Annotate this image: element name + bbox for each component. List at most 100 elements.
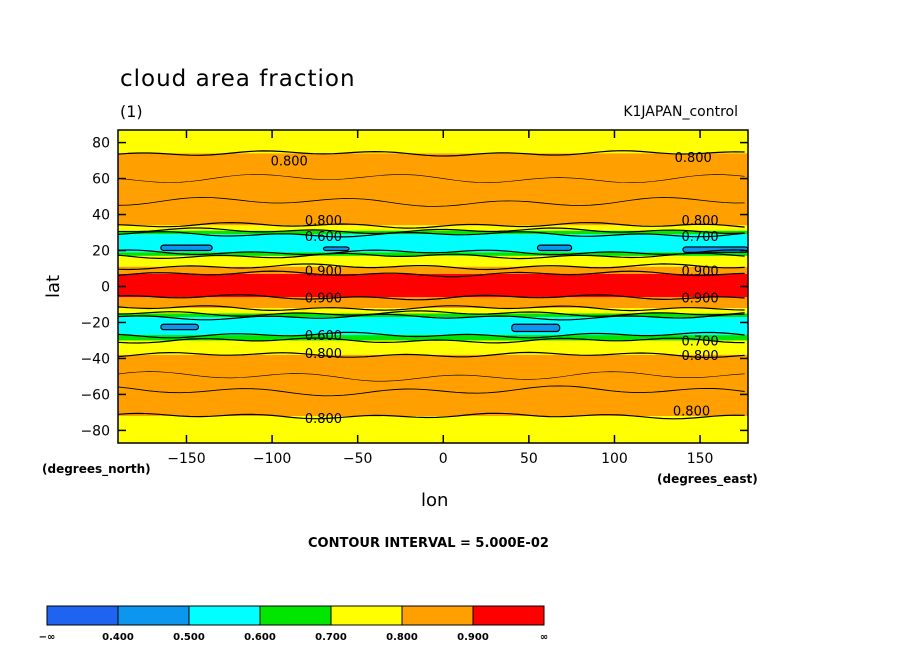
low-cloud-patch-1 — [322, 246, 350, 252]
cloud-band-12 — [118, 317, 748, 336]
x-axis-unit: (degrees_east) — [657, 472, 758, 486]
colorbar-swatch-6 — [472, 605, 545, 626]
x-tick-label-1: −100 — [253, 451, 291, 467]
contour-line-inner-2 — [118, 371, 745, 382]
cloud-band-3 — [118, 230, 748, 235]
low-cloud-patch-5 — [511, 323, 561, 333]
cloud-band-9 — [118, 297, 748, 309]
x-tick-label-2: −50 — [343, 451, 373, 467]
y-tick-label-6: −40 — [80, 351, 110, 367]
contour-line-inner-3 — [118, 385, 745, 397]
contour-label-13: 0.800 — [681, 349, 718, 364]
cloud-band-16 — [118, 416, 748, 443]
x-axis: −150 −100 −50 0 50 100 150 — [167, 130, 713, 467]
cloud-band-2 — [118, 225, 748, 231]
y-axis-label: lat — [43, 274, 64, 298]
contour-line-15 — [118, 351, 745, 359]
colorbar-label-4: 0.700 — [315, 632, 347, 643]
y-tick-label-1: 60 — [92, 172, 110, 188]
chart-subtitle: (1) — [120, 102, 143, 121]
cloud-band-11 — [118, 313, 748, 318]
colorbar-label-1: 0.400 — [102, 632, 134, 643]
contour-line-14 — [118, 337, 745, 344]
colorbar-swatch-3 — [259, 605, 332, 626]
contour-line-13 — [118, 331, 745, 339]
colorbar-label-6: 0.900 — [457, 632, 489, 643]
contour-line-6 — [118, 252, 745, 260]
chart-title: cloud area fraction — [120, 66, 356, 92]
contour-label-3: 0.800 — [681, 214, 718, 229]
colorbar-label-7: ∞ — [540, 632, 548, 643]
contour-line-inner-1 — [118, 196, 745, 207]
y-tick-label-5: −20 — [80, 315, 110, 331]
y-tick-label-8: −80 — [80, 423, 110, 439]
contour-line-8 — [118, 270, 745, 278]
contour-label-1: 0.800 — [675, 151, 712, 166]
cloud-band-4 — [118, 234, 748, 253]
cloud-band-6 — [118, 255, 748, 267]
contour-label-2: 0.800 — [305, 214, 342, 229]
y-tick-label-4: 0 — [101, 280, 110, 296]
contour-line-5 — [118, 249, 745, 256]
colorbar-swatch-0 — [46, 605, 119, 626]
low-cloud-patch-3 — [682, 246, 748, 253]
y-axis: 80 60 40 20 0 −20 −40 −60 −80 — [80, 136, 748, 439]
y-tick-label-2: 40 — [92, 208, 110, 224]
contour-line-10 — [118, 305, 745, 312]
contour-label-14: 0.800 — [305, 412, 342, 427]
cloud-band-13 — [118, 335, 748, 341]
colorbar-swatch-4 — [330, 605, 403, 626]
colorbar: −∞ 0.400 0.500 0.600 0.700 0.800 0.900 ∞ — [39, 605, 548, 643]
colorbar-swatch-2 — [188, 605, 261, 626]
contour-line-inner-0 — [118, 174, 745, 184]
x-tick-label-4: 50 — [520, 451, 538, 467]
contour-label-0: 0.800 — [271, 155, 308, 170]
contour-label-9: 0.900 — [681, 291, 718, 306]
contour-label-8: 0.900 — [305, 291, 342, 306]
y-tick-label-7: −60 — [80, 387, 110, 403]
contour-line-2 — [118, 221, 745, 229]
x-tick-label-0: −150 — [167, 451, 205, 467]
contour-lines — [118, 150, 745, 420]
contour-label-15: 0.800 — [673, 405, 710, 420]
experiment-name: K1JAPAN_control — [623, 104, 738, 120]
low-cloud-patch-0 — [160, 244, 213, 252]
contour-interval-note: CONTOUR INTERVAL = 5.000E-02 — [308, 536, 549, 551]
colorbar-swatch-1 — [117, 605, 190, 626]
cloud-band-0 — [118, 130, 748, 154]
cloud-band-5 — [118, 252, 748, 256]
cloud-band-14 — [118, 340, 748, 355]
x-tick-label-6: 150 — [687, 451, 714, 467]
contour-line-3 — [118, 227, 745, 235]
colorbar-swatch-5 — [401, 605, 474, 626]
colorbar-label-3: 0.600 — [244, 632, 276, 643]
contour-label-12: 0.800 — [305, 347, 342, 362]
contour-line-12 — [118, 313, 745, 321]
contour-line-1 — [118, 150, 745, 157]
cloud-band-1 — [118, 153, 748, 226]
low-cloud-patch-4 — [160, 323, 200, 331]
x-axis-label: lon — [421, 490, 449, 511]
contour-label-5: 0.700 — [681, 230, 718, 245]
y-tick-label-3: 20 — [92, 244, 110, 260]
cloud-band-7 — [118, 266, 748, 274]
contour-label-7: 0.900 — [681, 264, 718, 279]
cloud-band-8 — [118, 273, 748, 298]
contour-line-4 — [118, 231, 745, 238]
colorbar-label-0: −∞ — [39, 632, 56, 643]
colorbar-label-5: 0.800 — [386, 632, 418, 643]
cloud-band-15 — [118, 354, 748, 417]
y-tick-label-0: 80 — [92, 136, 110, 152]
contour-label-6: 0.900 — [305, 264, 342, 279]
contour-label-4: 0.600 — [305, 230, 342, 245]
low-cloud-patch-2 — [536, 244, 573, 252]
x-tick-label-3: 0 — [439, 451, 448, 467]
contour-label-11: 0.700 — [681, 334, 718, 349]
y-axis-unit: (degrees_north) — [42, 462, 151, 476]
colorbar-label-2: 0.500 — [173, 632, 205, 643]
x-tick-label-5: 100 — [601, 451, 628, 467]
contour-label-10: 0.600 — [305, 329, 342, 344]
contour-line-9 — [118, 294, 745, 301]
contour-line-7 — [118, 263, 745, 271]
